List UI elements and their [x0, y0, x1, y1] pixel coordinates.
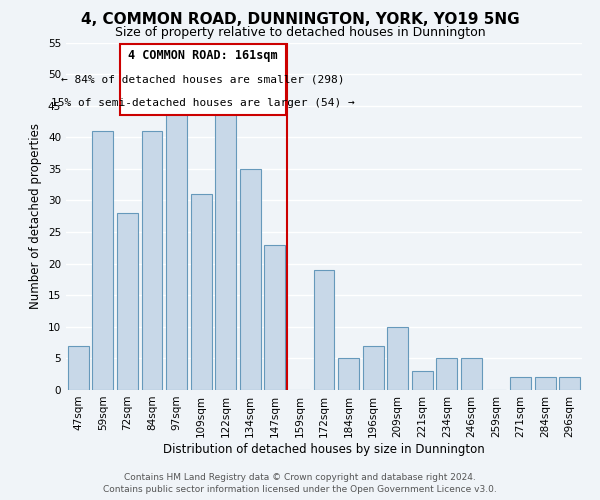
- X-axis label: Distribution of detached houses by size in Dunnington: Distribution of detached houses by size …: [163, 442, 485, 456]
- Text: Size of property relative to detached houses in Dunnington: Size of property relative to detached ho…: [115, 26, 485, 39]
- Bar: [559, 378, 580, 390]
- Bar: [142, 131, 163, 390]
- Text: ← 84% of detached houses are smaller (298): ← 84% of detached houses are smaller (29…: [61, 74, 345, 85]
- Bar: [240, 169, 261, 390]
- Y-axis label: Number of detached properties: Number of detached properties: [29, 123, 43, 309]
- Bar: [436, 358, 457, 390]
- Bar: [314, 270, 334, 390]
- Text: 4, COMMON ROAD, DUNNINGTON, YORK, YO19 5NG: 4, COMMON ROAD, DUNNINGTON, YORK, YO19 5…: [80, 12, 520, 28]
- Bar: [166, 106, 187, 390]
- Text: Contains HM Land Registry data © Crown copyright and database right 2024.
Contai: Contains HM Land Registry data © Crown c…: [103, 472, 497, 494]
- Bar: [461, 358, 482, 390]
- Bar: [412, 371, 433, 390]
- Bar: [92, 131, 113, 390]
- Bar: [265, 244, 286, 390]
- Bar: [120, 44, 286, 115]
- Bar: [387, 327, 408, 390]
- Text: 4 COMMON ROAD: 161sqm: 4 COMMON ROAD: 161sqm: [128, 49, 278, 62]
- Bar: [535, 378, 556, 390]
- Bar: [191, 194, 212, 390]
- Bar: [68, 346, 89, 390]
- Bar: [510, 378, 531, 390]
- Bar: [362, 346, 383, 390]
- Bar: [117, 213, 138, 390]
- Text: 15% of semi-detached houses are larger (54) →: 15% of semi-detached houses are larger (…: [51, 98, 355, 108]
- Bar: [215, 112, 236, 390]
- Bar: [338, 358, 359, 390]
